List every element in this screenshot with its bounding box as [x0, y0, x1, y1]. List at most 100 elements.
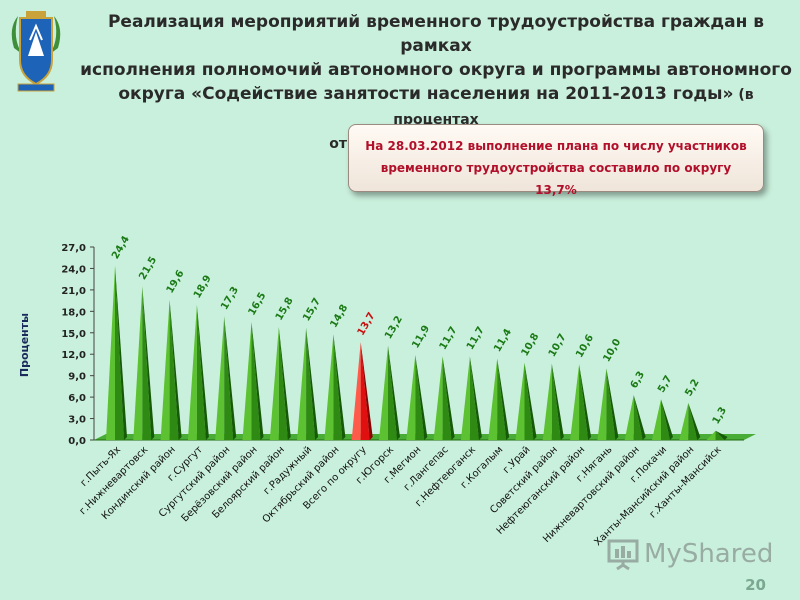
value-label: 13,2	[383, 314, 405, 341]
y-tick-label: 24,0	[61, 264, 86, 275]
value-label: 11,7	[438, 325, 460, 352]
bar-left-face	[187, 304, 197, 440]
bar-right-face	[633, 394, 643, 440]
bar-left-face	[597, 368, 607, 440]
bar-right-face	[333, 334, 343, 440]
value-label: 24,4	[110, 234, 132, 261]
bar-side-face	[551, 363, 564, 440]
bar-side-face	[633, 394, 646, 440]
title-line-2: исполнения полномочий автономного округа…	[80, 60, 792, 80]
value-label: 13,7	[356, 311, 378, 338]
bar-side-face	[388, 345, 400, 440]
value-label: 10,7	[547, 332, 569, 359]
bar-right-face	[579, 364, 589, 440]
y-tick-label: 18,0	[61, 307, 86, 318]
bar-left-face	[269, 327, 279, 440]
value-label: 16,5	[247, 291, 269, 318]
callout-line-1: На 28.03.2012 выполнение плана по числу …	[365, 139, 747, 153]
watermark: MyShared	[606, 536, 773, 572]
value-label: 11,4	[492, 327, 514, 354]
bar-side-face	[278, 327, 291, 440]
bar-left-face	[433, 356, 443, 440]
bar-side-face	[688, 402, 701, 440]
y-tick-label: 0,0	[68, 436, 86, 447]
watermark-text: MyShared	[644, 539, 774, 569]
value-label: 15,7	[301, 296, 323, 323]
bar-left-face	[570, 364, 580, 440]
presentation-icon	[607, 539, 639, 571]
y-axis-title: Проценты	[18, 313, 31, 377]
bar-left-face	[215, 316, 225, 440]
value-label: 5,7	[656, 374, 674, 395]
bar-side-face	[661, 399, 673, 440]
bar-right-face	[251, 322, 261, 440]
y-tick-label: 15,0	[61, 329, 86, 340]
value-label: 6,3	[629, 370, 647, 391]
bar-left-face	[242, 322, 252, 440]
bar-side-face	[251, 322, 264, 440]
bar-side-face	[115, 265, 127, 440]
y-tick-label: 3,0	[68, 415, 86, 426]
y-tick-label: 9,0	[68, 372, 86, 383]
title-line-1: Реализация мероприятий временного трудоу…	[107, 12, 765, 56]
bar-side-face	[524, 362, 537, 440]
value-label: 18,9	[192, 273, 214, 300]
y-tick-label: 6,0	[68, 393, 86, 404]
bar-side-face	[142, 286, 155, 440]
bar-left-face	[106, 265, 115, 440]
bar-left-face	[297, 327, 307, 440]
bar-side-face	[224, 316, 237, 440]
bar-left-face	[488, 358, 498, 440]
value-label: 17,3	[219, 285, 241, 312]
callout-line-2: временного трудоустройства составило по …	[380, 161, 732, 197]
bar-right-face	[715, 430, 725, 440]
bar-right-face	[115, 265, 124, 440]
bar-left-face	[624, 394, 634, 440]
value-label: 1,3	[711, 405, 729, 426]
bar-side-face	[606, 368, 619, 440]
y-tick-label: 27,0	[61, 243, 86, 254]
bar-right-face	[469, 356, 479, 440]
bar-side-face	[715, 430, 728, 440]
coat-of-arms-logo	[4, 8, 68, 94]
y-tick-label: 12,0	[61, 350, 86, 361]
value-label: 14,8	[328, 303, 350, 330]
bar-left-face	[706, 430, 716, 440]
bar-right-face	[442, 356, 452, 440]
bar-side-face	[306, 327, 319, 440]
bar-left-face	[515, 362, 525, 440]
bar-side-face	[333, 334, 346, 440]
value-label: 11,7	[465, 325, 487, 352]
bar-left-face	[460, 356, 470, 440]
bar-side-face	[196, 304, 209, 440]
bar-side-face	[415, 354, 428, 440]
value-label: 21,5	[137, 255, 159, 282]
bar-left-face	[324, 334, 334, 440]
bar-side-face	[469, 356, 482, 440]
value-label: 19,6	[165, 268, 187, 295]
bar-side-face	[442, 356, 455, 440]
bar-chart: 0,0 3,0 6,0 9,0 12,0 15,0 18,0 21,0 24,0 27,0 Проц…	[18, 234, 756, 548]
bar-left-face	[379, 345, 388, 440]
value-label: 5,2	[683, 377, 701, 398]
bar-left-face	[133, 286, 143, 440]
bar-right-face	[524, 362, 534, 440]
bar-side-face	[169, 299, 182, 440]
value-label: 11,9	[410, 324, 432, 351]
title-line-3-main: округа «Содействие занятости населения н…	[118, 84, 734, 104]
bar-right-face	[606, 368, 616, 440]
bar-side-face	[497, 358, 510, 440]
summary-callout: На 28.03.2012 выполнение плана по числу …	[348, 124, 764, 197]
bar-left-face	[542, 363, 552, 440]
bar-side-face	[579, 364, 592, 440]
bar-side-face	[360, 342, 373, 440]
bar-left-face	[351, 342, 361, 440]
bar-left-face	[160, 299, 170, 440]
bar-left-face	[652, 399, 661, 440]
value-label: 10,8	[520, 331, 542, 358]
page-number: 20	[745, 576, 766, 594]
y-tick-label: 21,0	[61, 286, 86, 297]
bar-left-face	[406, 354, 416, 440]
value-label: 10,6	[574, 333, 596, 360]
value-label: 10,0	[601, 337, 623, 364]
